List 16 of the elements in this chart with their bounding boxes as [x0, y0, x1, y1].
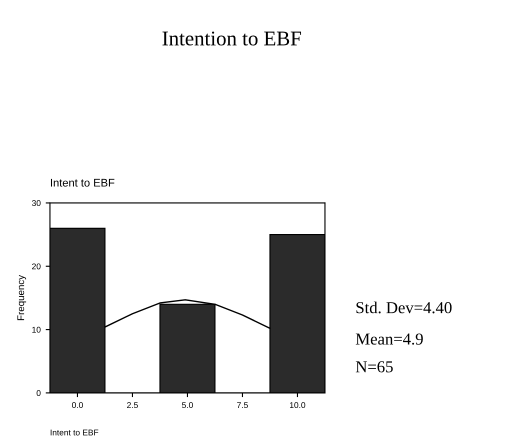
- y-tick-label: 30: [32, 200, 41, 206]
- x-tick-label: 10.0: [290, 402, 306, 408]
- text: N=65: [356, 361, 393, 372]
- y-tick-label: 20: [32, 263, 41, 270]
- text: Mean=4.9: [356, 333, 423, 345]
- x-tick-label: 5.0: [182, 402, 193, 408]
- x-tick-label: 0.0: [72, 402, 83, 408]
- y-tick-label: 0: [36, 390, 41, 396]
- x-tick-label: 7.5: [237, 402, 248, 408]
- text: Std. Dev=4.40: [356, 302, 452, 314]
- chart-subtitle: Intent to EBF: [50, 178, 114, 187]
- x-tick-label: 2.5: [127, 402, 138, 408]
- x-axis-title: Intent to EBF: [50, 430, 98, 436]
- chart-title: Intention to EBF: [162, 32, 302, 46]
- y-axis-title: Frequency: [17, 274, 26, 320]
- y-tick-label: 10: [32, 326, 41, 333]
